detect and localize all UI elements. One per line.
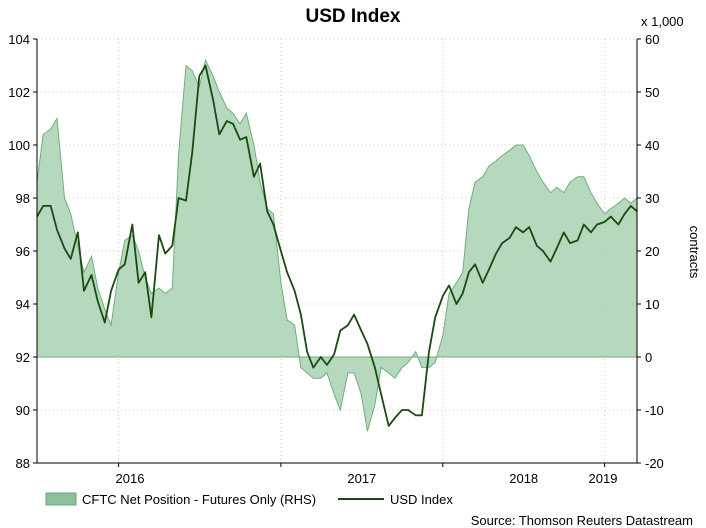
left-tick-label: 102	[8, 85, 30, 100]
left-tick-label: 96	[16, 244, 30, 259]
tick-labels: 88 90 92 94 96 98 100 102 104 -20 -10 0 10 20 30 40 50 60…	[8, 32, 664, 486]
legend-swatch-cftc	[45, 492, 77, 506]
right-tick-label: 40	[645, 138, 659, 153]
axes	[33, 38, 641, 467]
left-tick-label: 88	[16, 456, 30, 471]
legend-label-cftc: CFTC Net Position - Futures Only (RHS)	[82, 492, 316, 507]
legend: CFTC Net Position - Futures Only (RHS) U…	[45, 492, 453, 507]
right-tick-label: -20	[645, 456, 664, 471]
right-tick-label: 60	[645, 32, 659, 47]
left-tick-label: 98	[16, 191, 30, 206]
source-note: Source: Thomson Reuters Datastream	[471, 513, 693, 528]
left-tick-label: 104	[8, 32, 30, 47]
left-tick-label: 90	[16, 403, 30, 418]
left-tick-label: 100	[8, 138, 30, 153]
right-tick-label: 20	[645, 244, 659, 259]
left-tick-label: 94	[16, 297, 30, 312]
right-tick-label: 0	[645, 350, 652, 365]
x-tick-label: 2016	[116, 471, 145, 486]
chart-title: USD Index	[305, 6, 400, 27]
right-axis-multiplier: x 1,000	[641, 14, 684, 29]
right-axis-label: contracts	[687, 226, 702, 279]
legend-label-usd: USD Index	[390, 492, 453, 507]
left-tick-label: 92	[16, 350, 30, 365]
usd-index-line	[36, 64, 638, 427]
right-tick-label: 10	[645, 297, 659, 312]
right-tick-label: 50	[645, 85, 659, 100]
x-tick-label: 2018	[509, 471, 538, 486]
right-tick-label: -10	[645, 403, 664, 418]
right-tick-label: 30	[645, 191, 659, 206]
x-tick-label: 2019	[589, 471, 618, 486]
usd-index-line-series	[36, 64, 638, 427]
x-tick-label: 2017	[347, 471, 376, 486]
